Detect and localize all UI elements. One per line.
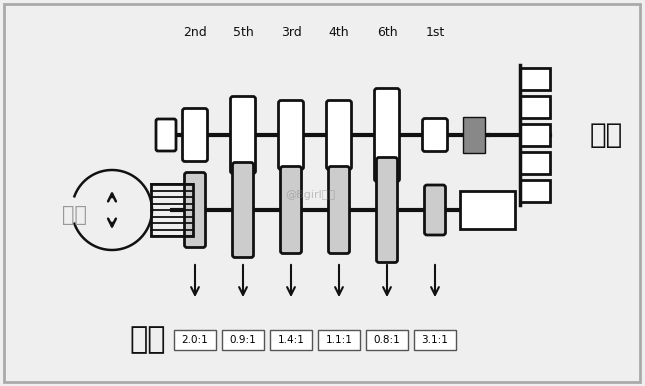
Text: 1.1:1: 1.1:1 [326,335,352,345]
Text: 0.8:1: 0.8:1 [373,335,401,345]
Text: @Bgirl疯子: @Bgirl疯子 [285,190,335,200]
FancyBboxPatch shape [184,173,206,247]
FancyBboxPatch shape [230,96,255,173]
FancyBboxPatch shape [281,166,301,254]
Text: 齿比: 齿比 [130,325,166,354]
FancyBboxPatch shape [377,157,397,262]
FancyBboxPatch shape [279,100,304,169]
Text: 5th: 5th [233,25,253,39]
FancyBboxPatch shape [460,191,515,229]
FancyBboxPatch shape [270,330,312,350]
FancyBboxPatch shape [232,163,253,257]
FancyBboxPatch shape [326,100,352,169]
Text: 2.0:1: 2.0:1 [182,335,208,345]
Bar [520,180,550,202]
FancyBboxPatch shape [375,88,399,181]
Text: 1.4:1: 1.4:1 [277,335,304,345]
Text: 3.1:1: 3.1:1 [422,335,448,345]
Bar [151,184,193,236]
Text: 4th: 4th [329,25,350,39]
FancyBboxPatch shape [183,108,208,161]
Text: 2nd: 2nd [183,25,207,39]
FancyBboxPatch shape [156,119,176,151]
Text: 3rd: 3rd [281,25,301,39]
Bar [520,68,550,90]
Text: 0.9:1: 0.9:1 [230,335,256,345]
FancyBboxPatch shape [424,185,446,235]
FancyBboxPatch shape [328,166,350,254]
FancyBboxPatch shape [366,330,408,350]
Text: 主轴: 主轴 [590,121,623,149]
FancyBboxPatch shape [174,330,216,350]
Bar [520,124,550,146]
Bar [463,117,485,153]
Text: 副轴: 副轴 [62,205,87,225]
FancyBboxPatch shape [318,330,360,350]
FancyBboxPatch shape [222,330,264,350]
Text: 1st: 1st [425,25,444,39]
FancyBboxPatch shape [414,330,456,350]
Text: 6th: 6th [377,25,397,39]
Bar [520,152,550,174]
Bar [520,96,550,118]
FancyBboxPatch shape [4,4,640,382]
FancyBboxPatch shape [422,119,448,151]
